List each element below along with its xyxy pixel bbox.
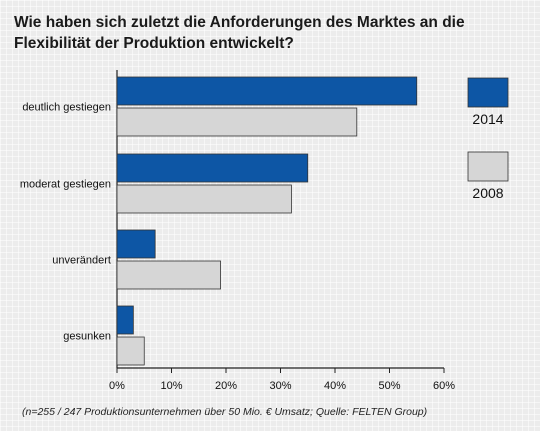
x-tick-label: 40%: [324, 380, 346, 392]
x-tick-label: 30%: [269, 380, 291, 392]
bar-2014-1: [116, 153, 309, 183]
legend-swatch-2008: [467, 151, 509, 182]
chart-title: Wie haben sich zuletzt die Anforderungen…: [14, 14, 465, 52]
x-tick-label: 20%: [215, 380, 237, 392]
x-tick-label: 0%: [109, 380, 125, 392]
legend-label-2008: 2008: [472, 185, 503, 201]
chart-footnote: (n=255 / 247 Produktionsunternehmen über…: [22, 406, 428, 418]
bar-2008-1: [116, 184, 292, 214]
bar-2014-0: [116, 76, 418, 106]
category-label: unverändert: [52, 255, 111, 267]
x-tick-label: 60%: [433, 380, 455, 392]
bar-2014-3: [116, 305, 134, 335]
bar-2008-0: [116, 107, 358, 137]
category-label: gesunken: [63, 331, 111, 343]
category-label: moderat gestiegen: [20, 179, 111, 191]
x-tick-label: 50%: [378, 380, 400, 392]
bar-2008-2: [116, 260, 221, 290]
legend-swatch-2014: [467, 77, 509, 108]
bar-2008-3: [116, 336, 145, 366]
x-tick-label: 10%: [160, 380, 182, 392]
bar-2014-2: [116, 229, 156, 259]
legend-label-2014: 2014: [472, 111, 503, 127]
category-label: deutlich gestiegen: [22, 102, 111, 114]
